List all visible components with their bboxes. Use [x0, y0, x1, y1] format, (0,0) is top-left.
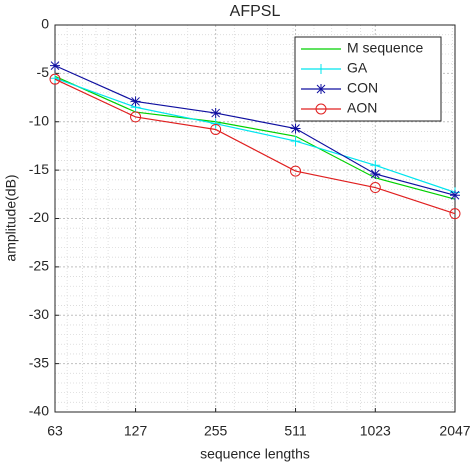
marker: [290, 123, 301, 134]
marker: [50, 73, 60, 84]
y-axis-label: amplitude(dB): [3, 174, 19, 261]
marker: [210, 123, 222, 135]
marker: [369, 182, 381, 194]
x-axis-label: sequence lengths: [200, 446, 310, 462]
y-tick-label: -20: [29, 209, 49, 225]
line: [54, 78, 456, 215]
y-tick-label: -5: [37, 64, 50, 80]
marker: [370, 160, 381, 171]
x-tick-label: 511: [284, 423, 307, 439]
marker: [315, 103, 327, 115]
y-tick-label: -30: [29, 306, 49, 322]
chart-title: AFPSL: [230, 3, 281, 20]
line: [54, 75, 456, 200]
y-tick-label: -35: [29, 354, 49, 370]
marker: [130, 111, 142, 123]
x-tick-label: 2047: [439, 423, 470, 439]
y-tick-label: -25: [29, 258, 49, 274]
y-tick-label: -40: [29, 403, 49, 419]
marker: [450, 190, 460, 201]
legend-label: CON: [347, 80, 378, 96]
marker: [449, 208, 461, 220]
y-tick-label: -15: [29, 161, 49, 177]
legend-label: M sequence: [347, 40, 423, 56]
x-tick-label: 63: [47, 423, 63, 439]
y-tick-label: 0: [41, 16, 49, 32]
marker: [50, 60, 60, 71]
legend-label: GA: [347, 60, 368, 76]
marker: [290, 136, 301, 147]
line: [54, 65, 456, 196]
line: [54, 77, 456, 193]
legend-label: AON: [347, 100, 377, 116]
marker: [316, 64, 326, 74]
x-tick-label: 1023: [360, 423, 391, 439]
marker: [290, 165, 302, 177]
marker: [370, 168, 381, 179]
y-tick-label: -10: [29, 112, 49, 128]
marker: [210, 118, 221, 129]
marker: [210, 108, 221, 119]
legend-box: [294, 36, 442, 122]
marker: [49, 73, 61, 85]
marker: [316, 84, 326, 94]
x-tick-label: 127: [124, 423, 148, 439]
marker: [130, 96, 141, 107]
x-tick-label: 255: [204, 423, 228, 439]
